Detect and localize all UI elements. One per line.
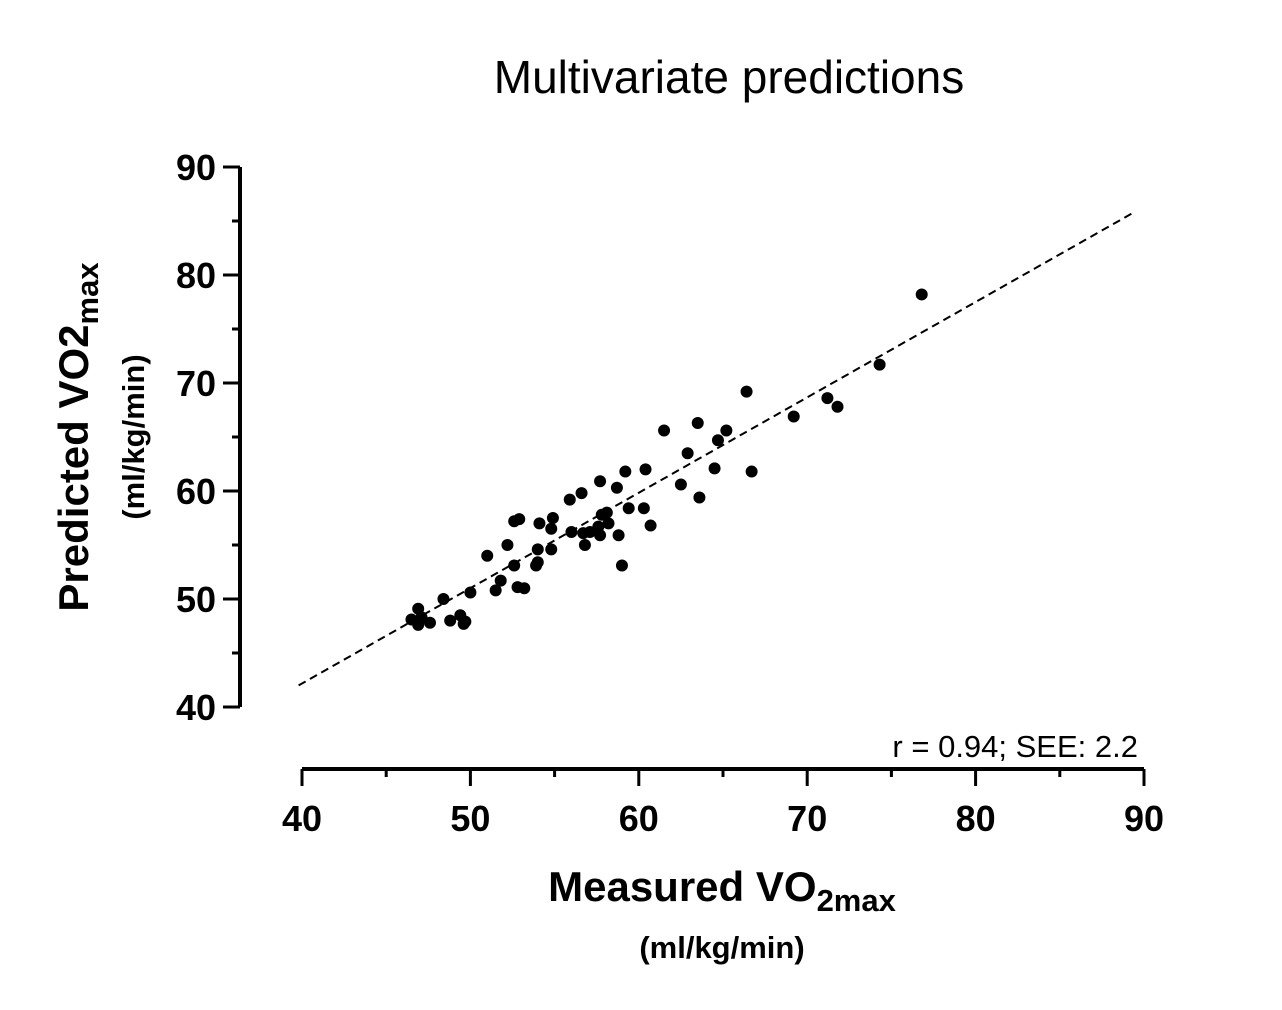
data-point	[720, 424, 733, 437]
x-tick-label: 60	[619, 798, 659, 839]
x-tick-label: 40	[282, 798, 322, 839]
x-axis-units: (ml/kg/min)	[639, 930, 804, 965]
data-point	[415, 611, 428, 624]
y-axis-units: (ml/kg/min)	[116, 354, 151, 519]
data-point	[545, 543, 558, 556]
data-point	[489, 584, 502, 597]
data-point	[745, 465, 758, 478]
x-axis-label: Measured VO2max	[548, 863, 896, 918]
data-point	[508, 559, 521, 572]
data-point	[602, 517, 615, 530]
data-point	[546, 512, 559, 524]
data-point	[615, 559, 628, 572]
y-tick-label: 80	[176, 255, 216, 296]
data-point	[494, 574, 507, 587]
y-tick-label: 50	[176, 579, 216, 620]
data-point	[658, 424, 671, 437]
data-point	[639, 463, 652, 476]
data-point	[873, 358, 886, 371]
data-point	[530, 559, 543, 572]
data-point	[674, 478, 687, 491]
data-point	[622, 502, 635, 515]
data-point	[821, 392, 834, 405]
data-point	[681, 447, 694, 460]
data-point	[501, 539, 514, 551]
data-point	[577, 527, 590, 540]
data-point	[708, 462, 721, 475]
data-point	[693, 491, 706, 504]
data-point	[511, 581, 524, 594]
data-point	[600, 506, 613, 519]
y-axis-label-main: Predicted VO2	[50, 324, 97, 611]
data-point	[619, 465, 632, 478]
data-point	[594, 529, 607, 542]
regression-line	[298, 211, 1135, 687]
y-axis-label: Predicted VO2max	[50, 262, 105, 612]
data-point	[610, 481, 623, 494]
data-point	[578, 539, 591, 551]
data-points	[405, 288, 928, 631]
stats-annotation: r = 0.94; SEE: 2.2	[892, 729, 1138, 764]
data-point	[437, 593, 450, 605]
data-point	[405, 613, 418, 626]
data-point	[915, 288, 928, 301]
y-axis-label-sub: max	[70, 262, 105, 325]
x-axis: 40 50 60 70 80 90	[282, 767, 1164, 839]
x-tick-label: 80	[956, 798, 996, 839]
data-point	[740, 385, 753, 398]
data-point	[464, 586, 477, 599]
data-point	[612, 529, 625, 542]
data-point	[508, 515, 521, 528]
y-tick-label: 90	[176, 147, 216, 188]
data-point	[565, 526, 578, 539]
y-axis: 40 50 60 70 80 90	[176, 147, 242, 728]
y-tick-label: 60	[176, 471, 216, 512]
y-tick-label: 70	[176, 363, 216, 404]
data-point	[637, 502, 650, 515]
x-axis-label-sub: 2max	[817, 883, 897, 918]
data-point	[531, 543, 544, 556]
data-point	[563, 493, 576, 506]
fit-line-group	[298, 211, 1135, 687]
data-point	[644, 519, 657, 532]
data-point	[711, 434, 724, 447]
data-point	[533, 517, 546, 530]
data-point	[481, 549, 494, 562]
data-point	[594, 475, 607, 488]
data-point	[691, 416, 704, 429]
data-point	[444, 614, 457, 627]
data-point	[457, 617, 470, 630]
x-tick-label: 90	[1124, 798, 1164, 839]
y-tick-label: 40	[176, 687, 216, 728]
data-point	[545, 522, 558, 535]
chart-title: Multivariate predictions	[494, 51, 964, 103]
x-tick-label: 50	[450, 798, 490, 839]
x-axis-label-main: Measured VO	[548, 863, 816, 910]
data-point	[831, 400, 844, 413]
data-point	[787, 410, 800, 423]
x-tick-label: 70	[787, 798, 827, 839]
data-point	[575, 487, 588, 500]
